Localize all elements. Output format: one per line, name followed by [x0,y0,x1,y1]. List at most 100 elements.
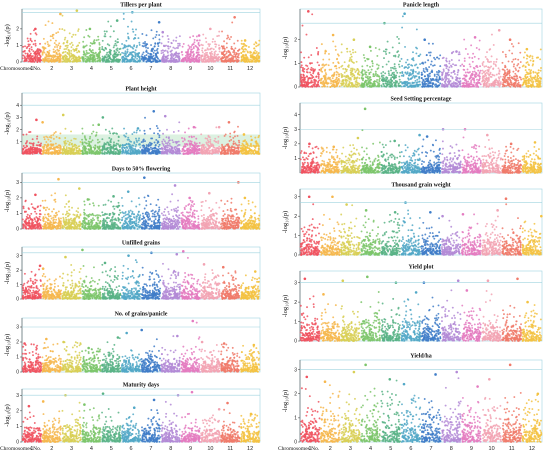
snp-point [323,64,325,67]
snp-point [25,151,28,154]
snp-point [424,75,427,78]
snp-point [138,51,141,54]
snp-point [29,52,32,55]
snp-point [472,83,475,86]
y-tick-label: 2 [16,27,19,33]
snp-point [489,60,492,63]
snp-point [509,80,512,82]
snp-point [69,152,72,155]
snp-point [34,39,36,42]
snp-point [503,70,506,72]
snp-point [64,152,67,155]
snp-point [392,81,395,84]
snp-point [431,42,434,45]
snp-point [58,59,61,62]
snp-point [158,38,161,41]
snp-point [466,53,469,55]
snp-point [164,55,167,58]
x-axis-title: Chromosomes No. [0,66,42,72]
snp-point [421,81,424,84]
snp-point [529,75,532,77]
snp-point [381,79,384,81]
snp-point [310,66,313,69]
snp-point [99,51,102,54]
snp-point [380,84,383,87]
snp-point [98,59,101,62]
snp-point [365,79,368,82]
snp-point [396,71,399,74]
snp-point [34,55,37,58]
snp-point [98,140,101,143]
snp-point [401,15,404,18]
snp-point [429,85,431,88]
snp-point [96,57,99,60]
snp-point [154,58,156,61]
snp-point [444,79,447,82]
snp-point [205,54,208,56]
snp-point [83,136,86,139]
snp-point [193,41,196,44]
snp-point [98,42,101,44]
snp-point [476,78,478,81]
snp-point [176,60,179,63]
snp-point [129,58,132,61]
snp-point [97,56,100,59]
y-tick-label: 2 [16,127,19,133]
snp-point [25,133,28,136]
snp-point [52,48,55,51]
snp-point [326,77,329,80]
snp-point [471,60,474,63]
snp-point [442,68,445,71]
snp-point [385,76,388,79]
snp-point [385,48,388,51]
snp-point [98,43,101,46]
snp-point [98,46,101,49]
snp-point [299,84,302,87]
snp-point [495,60,498,63]
snp-point [171,152,174,155]
snp-point [378,82,381,85]
snp-point [214,60,217,63]
snp-point [303,70,305,73]
snp-point [462,65,465,67]
snp-point [377,64,380,67]
snp-point [177,52,180,55]
snp-point [84,54,87,57]
snp-point [181,137,184,139]
snp-point [355,84,358,86]
snp-point [307,82,310,85]
snp-point [450,59,453,61]
snp-point [183,137,186,140]
snp-point [302,73,305,76]
snp-point [77,55,80,58]
snp-point [36,59,39,61]
snp-point [255,45,258,48]
snp-point [162,144,165,147]
snp-point [435,71,438,73]
snp-point [482,61,485,63]
snp-point [340,76,343,79]
snp-point [117,139,120,142]
snp-point [430,60,433,63]
snp-point [81,132,84,135]
snp-point [21,57,24,60]
snp-point [317,71,320,74]
snp-point [502,82,505,84]
snp-point [142,139,145,142]
snp-point [318,73,320,76]
snp-point [115,58,118,61]
snp-point [252,52,255,55]
snp-point [74,151,76,154]
snp-point [83,46,86,49]
snp-point [245,48,248,51]
snp-point [437,71,440,74]
snp-point [67,48,70,51]
snp-point [354,77,357,80]
snp-point [217,34,220,37]
snp-point [445,63,448,66]
snp-point [234,55,237,58]
snp-point [124,50,127,53]
snp-point [163,60,166,63]
snp-point [130,20,133,23]
snp-point [145,43,148,46]
